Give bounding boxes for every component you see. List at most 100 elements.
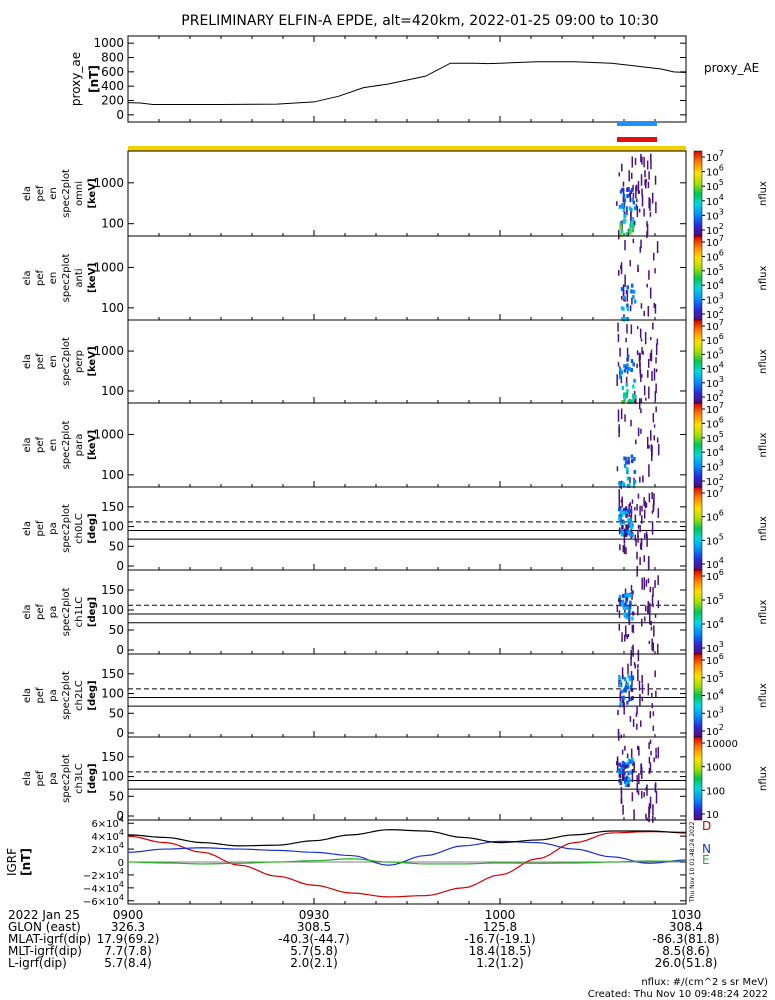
spec-cell (625, 524, 628, 529)
spec-streak (629, 260, 631, 267)
spec-cell (630, 687, 634, 692)
igrf-ylabel: IGRF (5, 848, 19, 876)
spec-streak (651, 192, 654, 204)
spec-streak (651, 594, 654, 605)
en_omni-colorbar-tick-label: 105 (706, 178, 724, 193)
spec-streak (637, 181, 640, 194)
pa_ch3-panel-frame (127, 736, 687, 821)
spec-streak (620, 786, 623, 794)
spec-cell (633, 299, 637, 304)
en_omni-colorbar-tick-label: 106 (706, 164, 724, 179)
spec-streak (648, 640, 651, 644)
spec-streak (627, 663, 629, 674)
spec-cell (628, 530, 631, 535)
spec-streak (651, 371, 653, 382)
spec-cell (623, 779, 627, 784)
spec-cell (618, 516, 621, 521)
spec-cell (628, 770, 632, 775)
pa_ch2-ytick-label: 100 (101, 687, 124, 701)
en_anti-colorbar-tick-label: 106 (706, 248, 724, 263)
ae-yunit: [nT] (87, 65, 101, 93)
spec-streak (645, 531, 648, 539)
pa_ch0-ylabel: spec2plot (61, 504, 72, 553)
spec-cell (627, 758, 631, 763)
spec-cell (623, 317, 626, 321)
spec-streak (643, 555, 645, 562)
pa_ch2-ytick-label: 150 (101, 667, 124, 681)
spec-streak (622, 188, 625, 198)
spec-streak (655, 790, 658, 804)
spec-cell (624, 392, 627, 397)
en_para-colorbar-tick-label: 107 (706, 401, 724, 416)
en_perp-panel-frame (127, 319, 687, 404)
spec-streak (636, 565, 638, 577)
spec-streak (626, 753, 629, 759)
spec-cell (622, 606, 626, 611)
spec-cell (621, 696, 625, 701)
spec-streak (618, 527, 621, 535)
spec-cell (629, 600, 632, 605)
spec-streak (636, 198, 638, 203)
spec-streak (637, 493, 640, 499)
spec-streak (624, 625, 627, 637)
spec-streak (641, 505, 643, 512)
xaxis-row-label: MLT-igrf(dip) (8, 944, 82, 958)
spec-cell (632, 393, 635, 398)
en_anti-ylabel: anti (74, 268, 85, 287)
spec-streak (638, 208, 641, 213)
spec-streak (640, 763, 643, 769)
pa_ch3-ytick-label: 50 (109, 789, 124, 803)
spec-cell (627, 782, 630, 787)
en_anti-colorbar-label: nflux (758, 265, 769, 290)
xaxis-row-value: 125.8 (483, 920, 517, 934)
spec-streak (657, 443, 660, 456)
spec-streak (627, 634, 630, 638)
spec-cell (626, 470, 629, 475)
spec-streak (654, 175, 657, 185)
spec-streak (648, 493, 651, 503)
spec-streak (629, 476, 631, 484)
spec-streak (630, 670, 633, 677)
spec-streak (651, 703, 654, 709)
science-zone-red-bar (617, 137, 657, 142)
spec-streak (635, 185, 637, 199)
spec-streak (654, 580, 656, 588)
spec-cell (624, 685, 627, 690)
spec-streak (645, 502, 648, 508)
spec-streak (644, 605, 647, 612)
spec-cell (619, 370, 623, 375)
spec-streak (653, 757, 655, 763)
spec-cell (626, 700, 629, 705)
spec-streak (630, 211, 632, 224)
pa_ch2-colorbar-label: nflux (758, 683, 769, 708)
spec-streak (637, 529, 639, 538)
pa_ch3-colorbar-tick-label: 10000 (706, 739, 738, 750)
spec-streak (616, 374, 618, 387)
spec-cell (630, 454, 634, 459)
spec-cell (624, 532, 628, 537)
spec-streak (650, 444, 653, 452)
pa_ch1-ylabel: [deg] (87, 597, 98, 627)
spec-streak (620, 734, 622, 739)
pa_ch2-colorbar-tick-label: 102 (706, 723, 724, 738)
spec-streak (649, 796, 652, 809)
spec-streak (629, 716, 632, 722)
spec-streak (623, 208, 626, 219)
spec-streak (641, 195, 644, 207)
spec-streak (643, 310, 645, 317)
spec-cell (630, 525, 633, 530)
spec-streak (618, 427, 620, 433)
spec-cell (631, 611, 635, 616)
spec-streak (628, 690, 630, 702)
en_omni-panel-frame (127, 150, 687, 237)
pa_ch1-ytick-label: 0 (116, 643, 124, 657)
xaxis-row-value: 18.4(18.5) (469, 944, 532, 958)
igrf-legend-N: N (702, 842, 711, 856)
spec-cell (625, 382, 629, 387)
spec-streak (640, 375, 642, 382)
spec-streak (619, 544, 621, 551)
spec-streak (620, 790, 623, 804)
spec-cell (625, 614, 628, 619)
ae-ytick-label: 400 (101, 79, 124, 93)
spec-streak (649, 739, 652, 744)
